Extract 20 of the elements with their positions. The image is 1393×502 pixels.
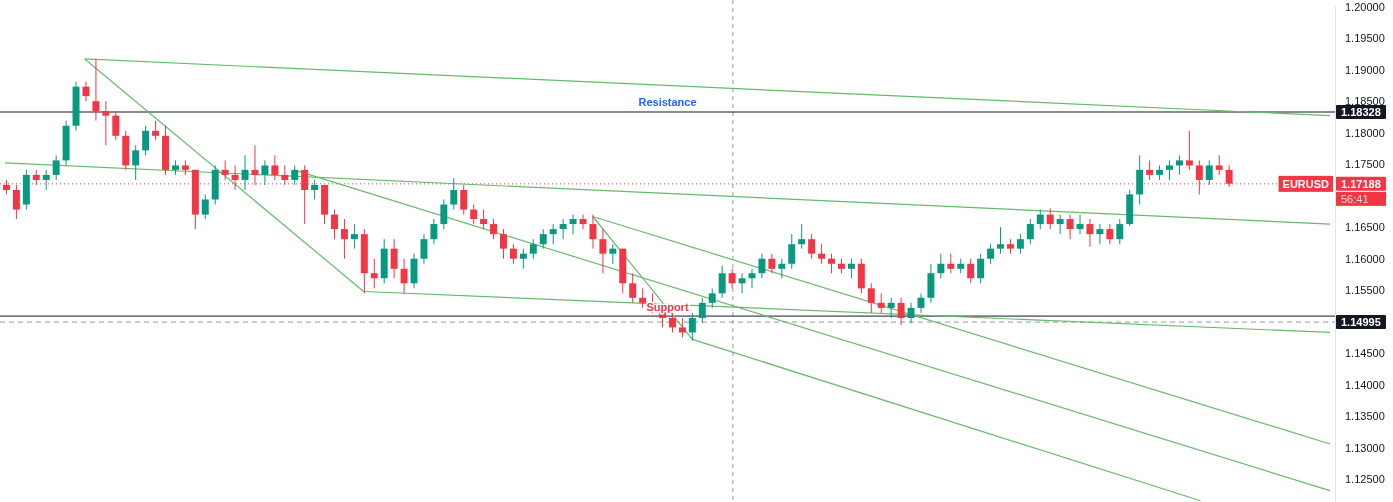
annotation: EURUSD bbox=[1282, 177, 1330, 190]
y-tick-label: 1.20000 bbox=[1345, 0, 1385, 13]
text: 56:41 bbox=[1341, 192, 1369, 205]
ref-line-label: 1.18328 bbox=[1341, 106, 1381, 119]
y-tick-label: 1.18000 bbox=[1345, 126, 1385, 139]
y-tick-label: 1.14500 bbox=[1345, 347, 1385, 360]
ref-line-label: 1.17188 bbox=[1341, 177, 1381, 190]
y-tick-label: 1.14000 bbox=[1345, 378, 1385, 391]
annotation: Resistance bbox=[638, 96, 697, 109]
y-tick-label: 1.13000 bbox=[1345, 441, 1385, 454]
y-tick-label: 1.16500 bbox=[1345, 221, 1385, 234]
y-tick-label: 1.13500 bbox=[1345, 410, 1385, 423]
ref-line-label: 1.14995 bbox=[1341, 316, 1381, 329]
y-tick-label: 1.16000 bbox=[1345, 252, 1385, 265]
y-tick-label: 1.15500 bbox=[1345, 284, 1385, 297]
y-tick-label: 1.18500 bbox=[1345, 95, 1385, 108]
y-tick-label: 1.12500 bbox=[1345, 473, 1385, 486]
y-tick-label: 1.17500 bbox=[1345, 158, 1385, 171]
y-tick-label: 1.19500 bbox=[1345, 32, 1385, 45]
y-tick-label: 1.19000 bbox=[1345, 63, 1385, 76]
